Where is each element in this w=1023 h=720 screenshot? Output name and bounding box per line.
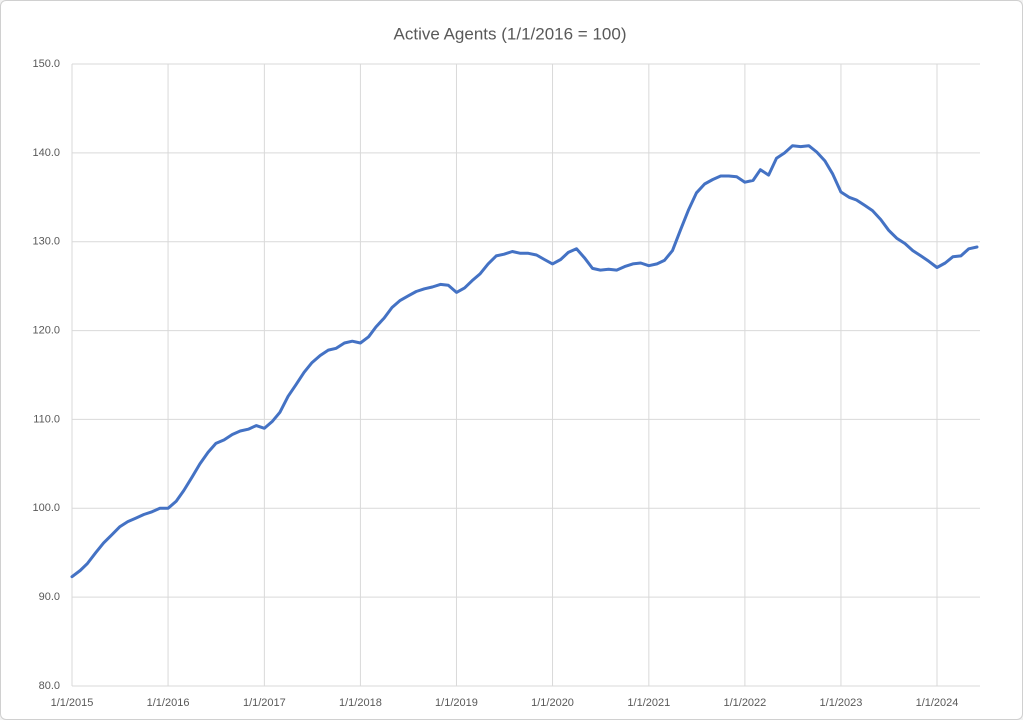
x-tick-label: 1/1/2022 xyxy=(723,697,766,709)
x-tick-label: 1/1/2018 xyxy=(339,697,382,709)
x-tick-label: 1/1/2015 xyxy=(51,697,94,709)
data-line xyxy=(70,144,979,579)
x-tick-label: 1/1/2017 xyxy=(243,697,286,709)
y-tick-label: 150.0 xyxy=(32,58,60,70)
x-tick-label: 1/1/2021 xyxy=(627,697,670,709)
y-tick-label: 110.0 xyxy=(33,413,60,425)
y-tick-label: 90.0 xyxy=(39,591,60,603)
y-tick-label: 140.0 xyxy=(32,147,60,159)
x-tick-label: 1/1/2020 xyxy=(531,697,574,709)
y-tick-label: 130.0 xyxy=(32,236,60,248)
x-tick-label: 1/1/2016 xyxy=(147,697,190,709)
y-tick-label: 120.0 xyxy=(32,324,60,336)
chart-title: Active Agents (1/1/2016 = 100) xyxy=(394,24,627,43)
x-tick-label: 1/1/2023 xyxy=(820,697,863,709)
y-tick-label: 100.0 xyxy=(32,502,60,514)
x-tick-label: 1/1/2019 xyxy=(435,697,478,709)
y-tick-label: 80.0 xyxy=(39,680,60,692)
x-tick-label: 1/1/2024 xyxy=(916,697,959,709)
